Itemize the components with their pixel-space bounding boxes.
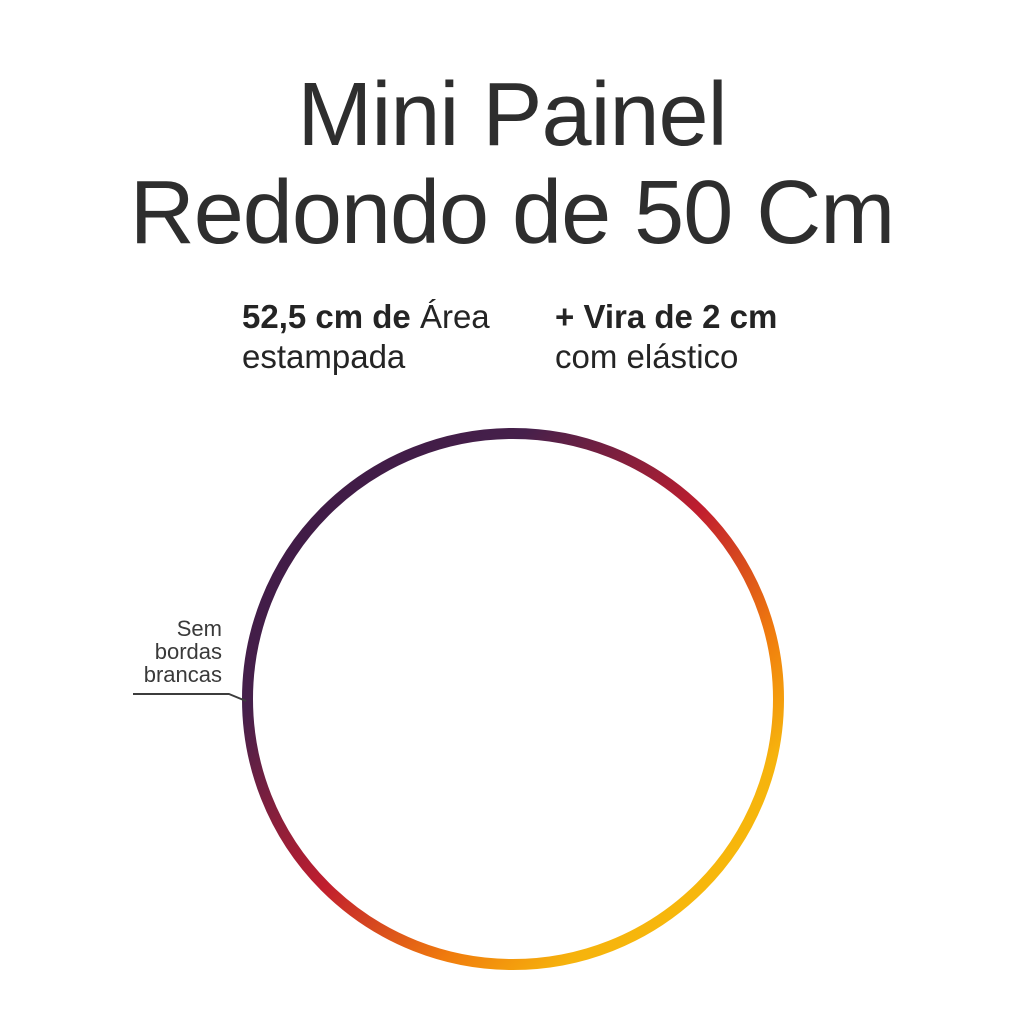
page-title: Mini Painel Redondo de 50 Cm [0,66,1024,262]
hem-line-2: com elástico [555,337,739,375]
printed-area-line-2: estampada [242,337,406,375]
no-white-borders-label: Sem bordas brancas [92,617,222,686]
title-line-2: Redondo de 50 Cm [129,163,896,264]
feature-printed-area: 52,5 cm de Área estampada [242,297,490,376]
hem-measure: + Vira de 2 cm [555,298,778,335]
printed-area-measure: 52,5 cm de [242,298,411,335]
printed-area-rest: Área [419,298,490,335]
feature-hem: + Vira de 2 cm com elástico [555,297,777,376]
label-line-3: brancas [143,662,222,687]
printed-area-line-1: 52,5 cm de Área [242,297,490,337]
title-line-1: Mini Painel [297,65,727,165]
label-leader-line [133,693,247,702]
label-line-2: bordas [154,639,222,664]
panel-circle [242,428,784,970]
label-line-1: Sem [176,616,222,641]
